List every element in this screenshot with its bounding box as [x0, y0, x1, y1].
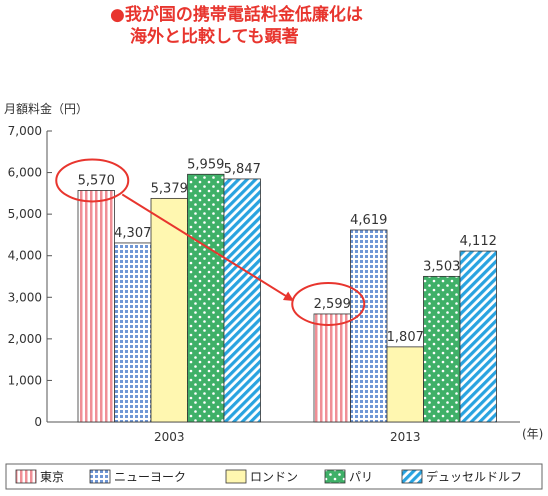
- y-tick-label: 6,000: [8, 166, 42, 180]
- legend: 東京 ニューヨーク ロンドン パリ デュッセルドルフ: [5, 463, 543, 490]
- highlight-annotation: [55, 158, 366, 326]
- y-tick-label: 0: [34, 415, 42, 429]
- data-label: 5,570: [78, 173, 115, 188]
- data-label: 3,503: [423, 259, 460, 274]
- bar-2003-1: [114, 242, 152, 423]
- x-axis-unit: (年): [522, 427, 543, 441]
- bar-2003-0: [77, 190, 115, 423]
- data-label: 2,599: [314, 297, 351, 312]
- y-tick-label: 2,000: [8, 332, 42, 346]
- title-line-1: 我が国の携帯電話料金低廉化は: [124, 5, 363, 25]
- legend-swatch: [225, 469, 247, 484]
- y-tick-label: 5,000: [8, 207, 42, 221]
- y-axis-label: 月額料金（円）: [4, 102, 89, 116]
- highlight-arrow: [121, 193, 294, 302]
- y-tick-label: 1,000: [8, 373, 42, 387]
- legend-label: 東京: [40, 470, 64, 484]
- bars: [77, 173, 497, 423]
- axes: 0 1,000 2,000 3,000 4,000 5,000 6,000 7,000 (年) 2…: [8, 124, 544, 444]
- title-line-2: 海外と比較しても顕著: [130, 27, 299, 47]
- data-label: 1,807: [387, 330, 424, 345]
- bar-2013-2: [386, 346, 424, 423]
- title-bullet: ●: [110, 5, 125, 25]
- bar-2003-2: [150, 197, 188, 423]
- legend-swatch: [15, 469, 37, 484]
- bar-2013-1: [350, 229, 388, 423]
- legend-swatch: [89, 469, 111, 484]
- chart-title: ●我が国の携帯電話料金低廉化は 海外と比較しても顕著: [110, 4, 510, 48]
- legend-label: ロンドン: [250, 470, 298, 484]
- data-label: 4,619: [350, 213, 387, 228]
- y-tick-label: 4,000: [8, 249, 42, 263]
- data-label: 4,112: [460, 234, 497, 249]
- data-label: 5,379: [151, 181, 188, 196]
- x-tick-label: 2003: [154, 430, 185, 444]
- data-label: 5,959: [187, 157, 224, 172]
- data-label: 4,307: [114, 226, 151, 241]
- bar-2013-4: [459, 250, 497, 423]
- y-tick-label: 3,000: [8, 290, 42, 304]
- legend-swatch: [324, 469, 346, 484]
- data-labels: 5,570 4,307 5,379 5,959 5,847 2,599 4,619 1,807…: [78, 157, 497, 345]
- legend-label: ニューヨーク: [114, 470, 186, 484]
- highlight-ellipse-2003: [55, 158, 130, 203]
- data-label: 5,847: [224, 162, 261, 177]
- legend-swatch: [401, 469, 423, 484]
- y-tick-label: 7,000: [8, 124, 42, 138]
- bar-2003-3: [187, 173, 225, 423]
- bar-2013-0: [313, 313, 351, 423]
- legend-label: デュッセルドルフ: [426, 469, 522, 484]
- bar-2003-4: [223, 178, 261, 423]
- bar-2013-3: [423, 275, 461, 423]
- legend-label: パリ: [349, 470, 373, 484]
- highlight-ellipse-2013: [291, 281, 366, 326]
- x-tick-label: 2013: [390, 430, 421, 444]
